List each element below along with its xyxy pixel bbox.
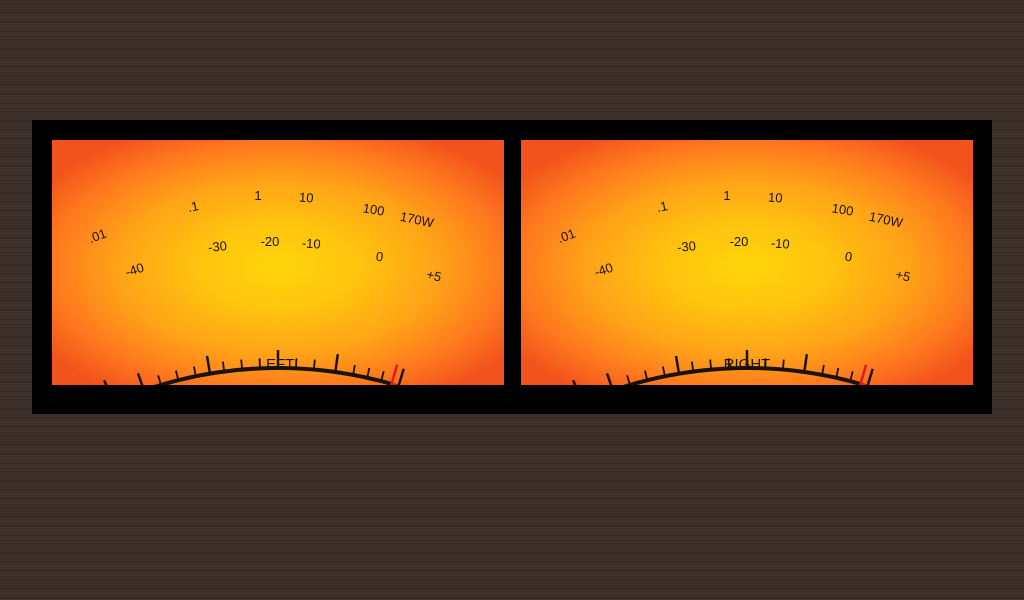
vu-meter-right: .01 .1 1 10 100 170W -40 -30 -20 -10 0 +… bbox=[521, 140, 973, 385]
power-scale-arc bbox=[154, 366, 393, 385]
scale-ticks bbox=[102, 350, 405, 385]
power-major-tick bbox=[674, 355, 681, 374]
power-label-4: 100 bbox=[362, 200, 386, 218]
scale-end-line-left bbox=[571, 379, 577, 385]
db-label-2: -20 bbox=[261, 234, 280, 249]
power-major-tick bbox=[205, 355, 212, 374]
db-label-1: -30 bbox=[207, 238, 227, 255]
scale-arcs bbox=[154, 366, 400, 385]
db-max-label: +5 bbox=[894, 267, 912, 285]
power-minor-tick bbox=[782, 359, 785, 370]
power-label-4: 100 bbox=[831, 200, 855, 218]
db-label-0: -40 bbox=[592, 260, 615, 280]
power-label-3: 10 bbox=[299, 190, 314, 206]
db-label-4: 0 bbox=[375, 249, 384, 265]
meter-face-right: .01 .1 1 10 100 170W -40 -30 -20 -10 0 +… bbox=[555, 188, 912, 385]
db-label-3: -10 bbox=[770, 235, 790, 251]
power-minor-tick bbox=[222, 361, 226, 372]
power-label-3: 10 bbox=[768, 190, 783, 206]
power-major-tick bbox=[803, 354, 809, 373]
power-minor-tick bbox=[835, 367, 840, 378]
red-zone-start-line bbox=[858, 364, 868, 385]
db-max-label: +5 bbox=[425, 267, 443, 285]
power-minor-tick bbox=[380, 371, 385, 382]
power-scale-arc-red bbox=[860, 382, 869, 385]
power-minor-tick bbox=[193, 366, 197, 377]
db-label-3: -10 bbox=[301, 235, 321, 251]
power-label-1: .1 bbox=[186, 198, 200, 215]
db-label-1: -30 bbox=[676, 238, 696, 255]
power-label-2: 1 bbox=[723, 188, 730, 203]
power-label-1: .1 bbox=[655, 198, 669, 215]
power-major-tick bbox=[136, 372, 144, 385]
power-minor-tick bbox=[626, 375, 631, 385]
power-scale-arc-red bbox=[391, 382, 400, 385]
power-minor-tick bbox=[691, 361, 695, 372]
power-minor-tick bbox=[849, 371, 854, 382]
power-max-label: 170W bbox=[868, 209, 905, 231]
power-scale-arc bbox=[623, 366, 862, 385]
power-minor-tick bbox=[175, 370, 180, 381]
power-max-label: 170W bbox=[399, 209, 436, 231]
power-minor-tick bbox=[644, 370, 649, 381]
power-minor-tick bbox=[352, 364, 356, 376]
power-label-0: .01 bbox=[86, 226, 108, 246]
power-major-tick bbox=[605, 372, 613, 385]
power-major-tick bbox=[866, 368, 874, 385]
power-minor-tick bbox=[240, 359, 243, 370]
power-minor-tick bbox=[366, 367, 371, 378]
db-label-4: 0 bbox=[844, 249, 853, 265]
scale-end-line-left bbox=[102, 379, 108, 385]
power-minor-tick bbox=[157, 375, 162, 385]
vu-meter-left: .01 .1 1 10 100 170W -40 -30 -20 -10 0 +… bbox=[52, 140, 504, 385]
channel-label-right: RIGHT bbox=[724, 356, 771, 373]
power-label-2: 1 bbox=[254, 188, 261, 203]
power-minor-tick bbox=[313, 359, 316, 370]
channel-label-left: LEFT bbox=[258, 356, 295, 373]
power-minor-tick bbox=[821, 364, 825, 376]
scale-ticks bbox=[571, 350, 874, 385]
scale-arcs bbox=[623, 366, 869, 385]
meter-face-left: .01 .1 1 10 100 170W -40 -30 -20 -10 0 +… bbox=[86, 188, 443, 385]
power-major-tick bbox=[397, 368, 405, 385]
db-label-2: -20 bbox=[730, 234, 749, 249]
db-label-0: -40 bbox=[123, 260, 146, 280]
power-label-0: .01 bbox=[555, 226, 577, 246]
power-minor-tick bbox=[662, 366, 666, 377]
red-zone-start-line bbox=[389, 364, 399, 385]
power-minor-tick bbox=[709, 359, 712, 370]
power-major-tick bbox=[334, 354, 340, 373]
